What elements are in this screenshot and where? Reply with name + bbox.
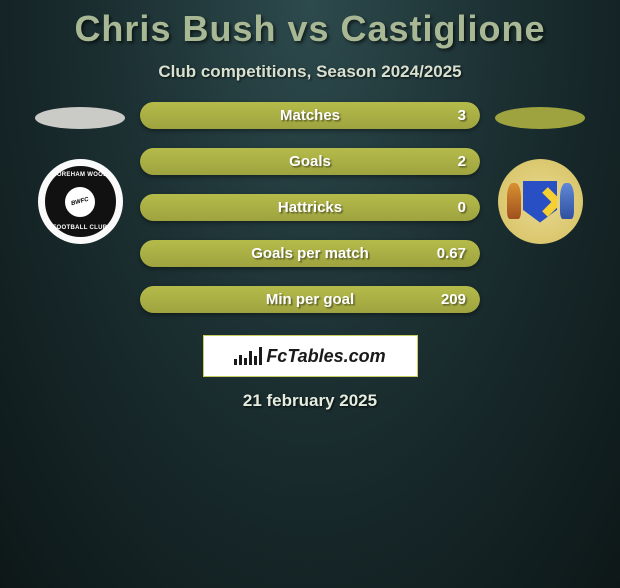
stat-bar: Hattricks 0 (140, 194, 480, 221)
snapshot-date: 21 february 2025 (0, 391, 620, 411)
left-player-column (30, 102, 130, 244)
right-club-crest (498, 159, 583, 244)
shield-icon (523, 181, 557, 223)
supporter-right-icon (560, 183, 574, 219)
bar-icon-segment (259, 347, 262, 365)
bars-chart-icon (234, 347, 262, 365)
left-club-crest (38, 159, 123, 244)
stat-right-value: 3 (458, 107, 466, 124)
right-stat-ellipse (495, 107, 585, 129)
stat-bar: Matches 3 (140, 102, 480, 129)
brand-text: FcTables.com (266, 346, 385, 367)
right-player-column (490, 102, 590, 244)
left-stat-ellipse (35, 107, 125, 129)
stat-label: Min per goal (266, 291, 354, 308)
stat-label: Goals (289, 153, 331, 170)
stat-label: Hattricks (278, 199, 342, 216)
supporter-left-icon (507, 183, 521, 219)
stat-label: Goals per match (251, 245, 369, 262)
stat-right-value: 2 (458, 153, 466, 170)
page-subtitle: Club competitions, Season 2024/2025 (0, 62, 620, 82)
stat-bar: Goals per match 0.67 (140, 240, 480, 267)
bar-icon-segment (234, 359, 237, 365)
ball-icon (65, 187, 95, 217)
page-title: Chris Bush vs Castiglione (0, 8, 620, 50)
stat-right-value: 209 (441, 291, 466, 308)
comparison-panel: Matches 3 Goals 2 Hattricks 0 Goals per match 0… (0, 102, 620, 313)
stat-bar: Goals 2 (140, 148, 480, 175)
stat-bars: Matches 3 Goals 2 Hattricks 0 Goals per match 0… (140, 102, 480, 313)
bar-icon-segment (244, 358, 247, 365)
stat-right-value: 0.67 (437, 245, 466, 262)
stat-right-value: 0 (458, 199, 466, 216)
bar-icon-segment (239, 355, 242, 365)
brand-badge: FcTables.com (203, 335, 418, 377)
bar-icon-segment (249, 351, 252, 365)
bar-icon-segment (254, 356, 257, 365)
stat-bar: Min per goal 209 (140, 286, 480, 313)
stat-label: Matches (280, 107, 340, 124)
